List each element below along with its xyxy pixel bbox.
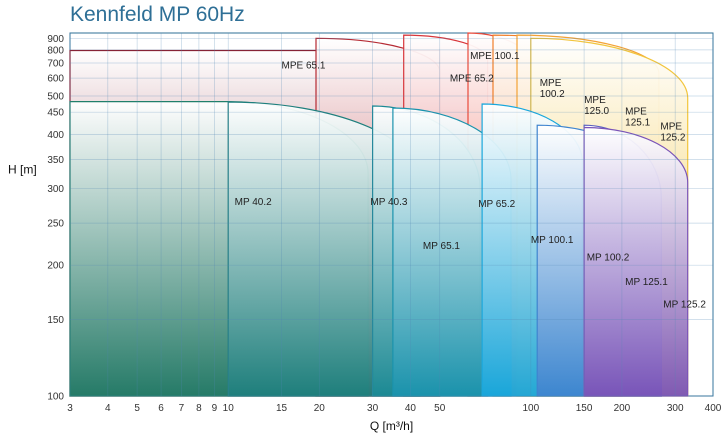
x-tick-label: 20: [314, 403, 326, 414]
x-tick-label: 30: [367, 403, 379, 414]
y-tick-label: 250: [47, 219, 64, 230]
x-tick-label: 15: [276, 403, 288, 414]
x-axis-title: Q [m³/h]: [370, 419, 413, 433]
x-tick-label: 6: [158, 403, 164, 414]
region-label: MPE 100.1: [470, 51, 520, 62]
y-tick-label: 900: [47, 34, 64, 45]
region-label: MP 40.2: [235, 197, 272, 208]
x-tick-label: 200: [614, 403, 631, 414]
y-tick-label: 300: [47, 184, 64, 195]
y-tick-label: 500: [47, 91, 64, 102]
tick-labels: 3 4 5 6 7 8 9 10 15 20 30 40 50 100 150 200 300 400 100 150…: [47, 34, 721, 414]
region-label: MPE 65.2: [450, 73, 494, 84]
y-tick-label: 350: [47, 155, 64, 166]
y-tick-label: 800: [47, 45, 64, 56]
y-tick-label: 400: [47, 130, 64, 141]
region-label: MPE 125.0: [584, 95, 609, 117]
y-axis-title: H [m]: [8, 163, 37, 177]
region-label: MP 125.1: [625, 277, 668, 288]
x-tick-label: 9: [212, 403, 218, 414]
region-label: MPE 125.2: [660, 122, 685, 144]
region-label: MP 100.2: [587, 253, 630, 264]
x-tick-label: 3: [67, 403, 73, 414]
x-tick-label: 100: [522, 403, 539, 414]
x-tick-label: 7: [179, 403, 185, 414]
chart-title: Kennfeld MP 60Hz: [70, 3, 245, 26]
region-mp-125-2: [583, 126, 689, 397]
region-labels: MPE 65.1 MPE 65.2 MPE 100.1 MPE 100.2 MPE 125.…: [235, 51, 707, 310]
region-label: MPE 65.1: [282, 61, 326, 72]
x-tick-label: 300: [667, 403, 684, 414]
pump-regions: [69, 32, 714, 397]
y-tick-label: 200: [47, 261, 64, 272]
y-tick-label: 150: [47, 315, 64, 326]
x-tick-label: 40: [405, 403, 417, 414]
region-label: MP 100.1: [531, 235, 574, 246]
region-label: MPE 100.2: [540, 78, 565, 100]
x-tick-label: 10: [223, 403, 235, 414]
y-tick-label: 600: [47, 74, 64, 85]
region-label: MPE 125.1: [625, 106, 650, 128]
x-tick-label: 8: [196, 403, 202, 414]
x-tick-label: 4: [105, 403, 111, 414]
region-label: MP 125.2: [663, 299, 706, 310]
y-tick-label: 100: [47, 392, 64, 403]
x-tick-label: 150: [576, 403, 593, 414]
region-label: MP 65.2: [478, 199, 515, 210]
x-tick-label: 50: [434, 403, 446, 414]
x-tick-label: 400: [705, 403, 722, 414]
region-label: MP 40.3: [370, 197, 407, 208]
x-tick-label: 5: [134, 403, 140, 414]
y-tick-label: 700: [47, 58, 64, 69]
region-label: MP 65.1: [423, 241, 460, 252]
y-tick-label: 450: [47, 108, 64, 119]
